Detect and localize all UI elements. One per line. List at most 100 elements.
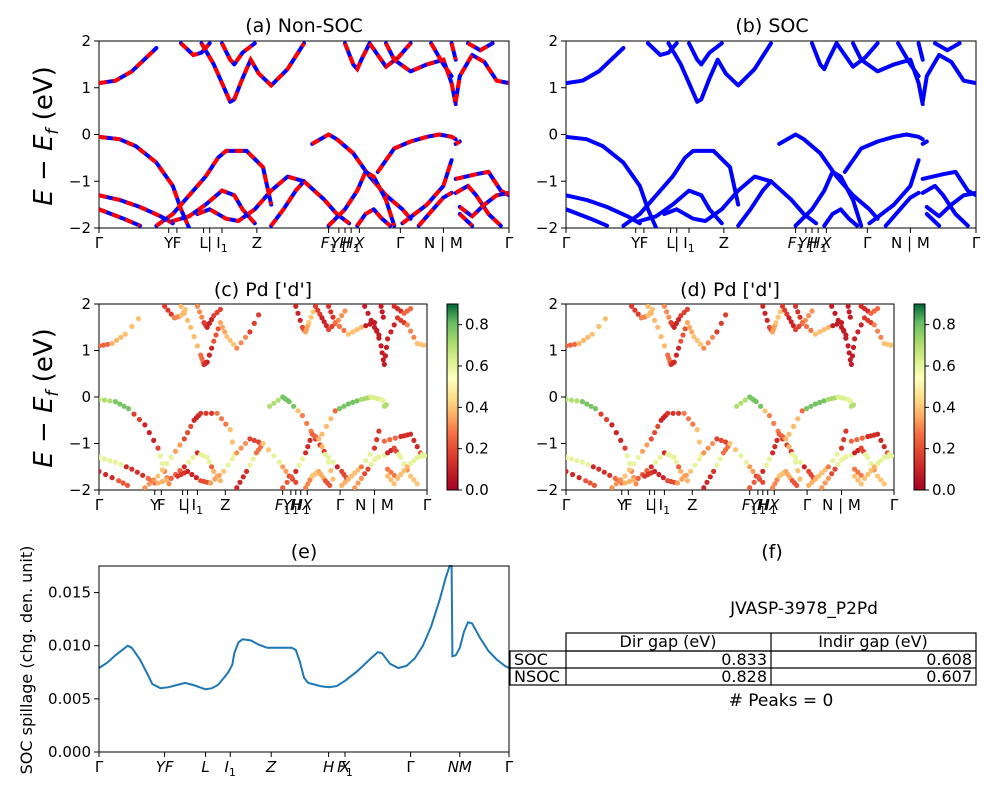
- scatter-point: [316, 436, 322, 442]
- scatter-point: [819, 470, 825, 476]
- scatter-point: [850, 344, 857, 350]
- scatter-point: [648, 310, 654, 316]
- x-tick-label: I1: [192, 496, 203, 517]
- x-tick-label: Y: [630, 234, 641, 252]
- scatter-point: [238, 340, 244, 346]
- scatter-point: [709, 440, 716, 447]
- x-tick-label: F: [173, 234, 182, 252]
- scatter-point: [881, 444, 887, 450]
- scatter-point: [276, 459, 282, 465]
- band-line: [384, 41, 458, 107]
- scatter-point: [385, 336, 391, 342]
- scatter-point: [256, 312, 262, 318]
- scatter-point: [665, 410, 671, 416]
- scatter-points: [99, 304, 427, 490]
- scatter-point: [181, 436, 187, 442]
- scatter-point: [379, 350, 385, 356]
- scatter-point: [696, 456, 703, 462]
- scatter-point: [159, 478, 165, 485]
- scatter-point: [718, 437, 724, 443]
- scatter-point: [380, 398, 386, 404]
- scatter-point: [374, 437, 380, 443]
- scatter-point: [771, 420, 777, 426]
- y-tick-label: −2: [536, 219, 558, 237]
- scatter-point: [838, 324, 845, 330]
- scatter-point: [352, 470, 358, 476]
- scatter-point: [211, 338, 217, 344]
- scatter-point: [596, 323, 602, 330]
- scatter-point: [848, 361, 855, 367]
- scatter-point: [229, 439, 235, 445]
- panel-f-info: (f) JVASP-3978_P2Pd Dir gap (eV) Indir g…: [509, 541, 977, 711]
- scatter-point: [875, 306, 881, 312]
- x-tick-label: I1: [224, 758, 235, 779]
- scatter-point: [368, 317, 374, 323]
- scatter-point: [315, 307, 321, 313]
- scatter-point: [678, 338, 684, 344]
- band-line-overlay: [155, 148, 274, 228]
- scatter-point: [878, 477, 884, 483]
- band-line-overlay: [401, 159, 454, 225]
- panel-e-title: (e): [291, 541, 318, 563]
- scatter-point: [846, 309, 852, 315]
- scatter-point: [330, 459, 336, 465]
- band-line: [375, 132, 458, 174]
- scatter-point: [793, 454, 799, 460]
- scatter-point: [694, 427, 700, 433]
- x-tick-label: Γ: [336, 496, 345, 514]
- band-line: [920, 139, 929, 146]
- scatter-point: [588, 403, 594, 409]
- scatter-point: [596, 466, 602, 472]
- scatter-point: [788, 319, 794, 325]
- scatter-point: [734, 403, 740, 409]
- band-line: [793, 169, 864, 228]
- scatter-point: [354, 398, 360, 404]
- band-line: [916, 41, 925, 62]
- scatter-point: [391, 481, 397, 487]
- scatter-point: [822, 480, 828, 486]
- band-line-overlay: [196, 174, 305, 224]
- scatter-point: [707, 474, 713, 480]
- scatter-point: [773, 320, 779, 326]
- scatter-point: [760, 304, 766, 309]
- scatter-point: [299, 413, 305, 419]
- scatter-point: [714, 462, 720, 468]
- x-tick-label: Γ: [562, 234, 571, 252]
- scatter-point: [125, 406, 132, 412]
- scatter-point: [168, 311, 174, 317]
- scatter-point: [355, 467, 361, 473]
- band-line: [99, 46, 159, 86]
- scatter-point: [835, 317, 841, 323]
- scatter-point: [164, 461, 170, 467]
- x-tick-label: L: [199, 234, 208, 252]
- scatter-point: [299, 456, 305, 462]
- y-tick-label: −2: [536, 481, 558, 499]
- scatter-point: [679, 476, 685, 482]
- scatter-point: [140, 472, 146, 478]
- band-line-overlay: [453, 52, 509, 103]
- scatter-point: [686, 324, 693, 330]
- x-tick-label: X: [301, 496, 313, 514]
- x-tick-label: Γ: [95, 758, 104, 776]
- scatter-point: [673, 320, 680, 326]
- scatter-point: [622, 473, 628, 479]
- scatter-point: [336, 323, 343, 330]
- scatter-point: [574, 458, 580, 464]
- scatter-point: [328, 468, 334, 474]
- panel-b-title: (b) SOC: [735, 15, 808, 37]
- scatter-point: [332, 320, 338, 326]
- x-tick-label: L: [666, 234, 675, 252]
- scatter-point: [846, 350, 852, 356]
- x-tick-label: Γ: [423, 496, 432, 514]
- scatter-point: [841, 328, 847, 334]
- scatter-point: [209, 464, 215, 470]
- scatter-point: [760, 468, 766, 474]
- scatter-point: [129, 466, 135, 472]
- scatter-point: [673, 459, 680, 465]
- spillage-line: [98, 565, 510, 691]
- scatter-point: [421, 342, 427, 348]
- band-line: [302, 179, 352, 226]
- scatter-point: [135, 316, 141, 322]
